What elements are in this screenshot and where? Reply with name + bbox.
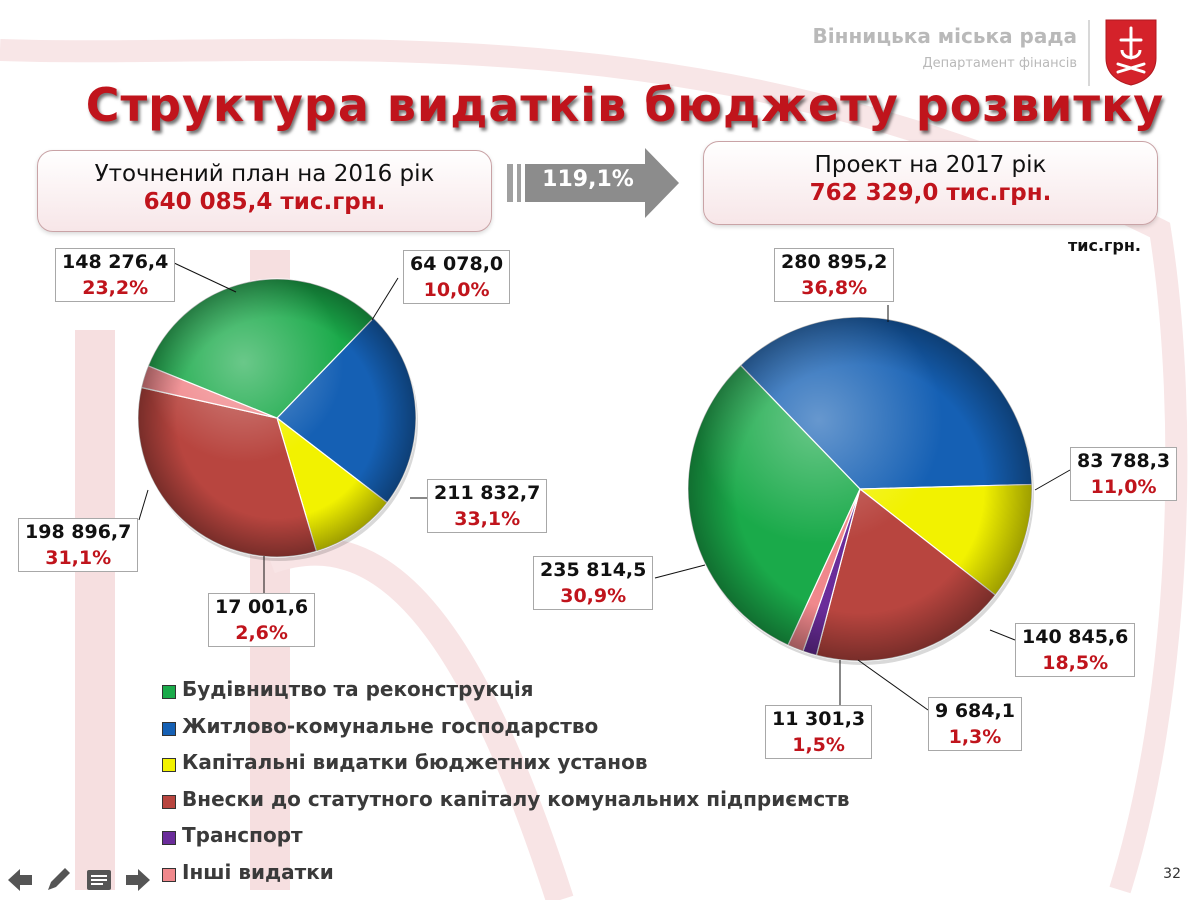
chart2-pct-capital: 11,0%	[1090, 476, 1157, 498]
chart1-label-capital: 64 078,0 10,0%	[403, 250, 511, 304]
chart1-leader-housing	[171, 261, 237, 293]
organization-name: Вінницька міська рада	[812, 24, 1077, 48]
chart1-value-housing: 148 276,4	[62, 251, 169, 273]
chart2-leader-transport	[857, 659, 929, 711]
chart1-label-other: 17 001,6 2,6%	[208, 593, 316, 647]
legend-label-other: Інші видатки	[182, 859, 334, 884]
chart2-pct-contributions: 18,5%	[1042, 652, 1109, 674]
arrow-left-icon[interactable]	[6, 866, 36, 894]
chart1-label-construction: 198 896,7 31,1%	[18, 518, 139, 572]
legend-label-capital: Капітальні видатки бюджетних установ	[182, 750, 648, 774]
menu-icon[interactable]	[84, 866, 114, 894]
chart1-leader-construction	[138, 489, 149, 521]
project-2017-box: Проект на 2017 рік 762 329,0 тис.грн.	[703, 141, 1158, 225]
chart1-value-capital: 64 078,0	[410, 253, 504, 275]
project-2017-label: Проект на 2017 рік	[814, 152, 1047, 178]
chart2-label-construction: 235 814,5 30,9%	[533, 556, 654, 610]
chart2-value-construction: 235 814,5	[540, 559, 647, 581]
chart1-value-construction: 198 896,7	[25, 521, 132, 543]
chart2-leader-contributions	[989, 629, 1016, 641]
legend-swatch-contributions	[162, 794, 176, 809]
chart2-leader-construction	[654, 564, 706, 579]
chart2-value-capital: 83 788,3	[1077, 450, 1171, 472]
chart1-label-housing: 148 276,4 23,2%	[55, 248, 176, 302]
chart1-hl-overlay	[138, 279, 416, 557]
legend-swatch-transport	[162, 831, 176, 845]
department-name: Департамент фінансів	[922, 56, 1077, 71]
chart1-pct-housing: 23,2%	[82, 277, 149, 299]
legend-label-contributions: Внески до статутного капіталу комунальни…	[182, 786, 850, 811]
chart2-value-transport: 9 684,1	[935, 700, 1015, 722]
header-divider	[1088, 20, 1090, 86]
chart1-pct-construction: 31,1%	[45, 547, 112, 569]
chart2-value-other: 11 301,3	[772, 708, 866, 730]
plan-2016-label: Уточнений план на 2016 рік	[94, 161, 435, 187]
chart2-hl-overlay	[688, 317, 1032, 661]
chart1-pct-contributions: 33,1%	[454, 508, 521, 530]
legend-swatch-other	[162, 867, 176, 882]
page-title: Структура видатків бюджету розвитку	[85, 78, 1165, 132]
chart1-label-contributions: 211 832,7 33,1%	[427, 479, 548, 533]
legend-label-transport: Транспорт	[182, 823, 303, 847]
legend-label-housing: Житлово-комунальне господарство	[182, 713, 599, 738]
chart2-pct-transport: 1,3%	[948, 726, 1002, 748]
chart1-leader-capital	[371, 277, 399, 321]
chart2-pct-housing: 36,8%	[801, 277, 868, 299]
legend-swatch-capital	[162, 758, 176, 772]
city-coat-of-arms-icon	[1105, 19, 1157, 86]
chart1-pct-other: 2,6%	[235, 622, 288, 644]
chart2-pct-construction: 30,9%	[560, 585, 627, 607]
chart2-label-other: 11 301,3 1,5%	[765, 705, 873, 759]
chart1-value-other: 17 001,6	[215, 596, 309, 618]
unit-note: тис.грн.	[1068, 236, 1141, 255]
chart2-label-transport: 9 684,1 1,3%	[928, 697, 1022, 751]
growth-arrow-icon	[507, 148, 679, 218]
chart2-value-contributions: 140 845,6	[1022, 626, 1129, 648]
page-number: 32	[1163, 866, 1181, 882]
legend-label-construction: Будівництво та реконструкція	[182, 677, 534, 701]
chart2-pct-other: 1,5%	[792, 734, 845, 756]
chart2-label-housing: 280 895,2 36,8%	[774, 248, 895, 302]
legend-swatch-housing	[162, 721, 176, 736]
chart1-pct-capital: 10,0%	[423, 279, 490, 301]
project-2017-total: 762 329,0 тис.грн.	[809, 180, 1052, 206]
growth-percent: 119,1%	[542, 167, 634, 192]
chart1-value-contributions: 211 832,7	[434, 482, 541, 504]
chart2-leader-capital	[1034, 469, 1071, 491]
pen-icon[interactable]	[44, 866, 74, 894]
chart2-label-capital: 83 788,3 11,0%	[1070, 447, 1178, 501]
legend-swatch-construction	[162, 685, 176, 699]
chart2-label-contributions: 140 845,6 18,5%	[1015, 623, 1136, 677]
plan-2016-total: 640 085,4 тис.грн.	[143, 189, 386, 215]
plan-2016-box: Уточнений план на 2016 рік 640 085,4 тис…	[37, 150, 492, 232]
chart2-value-housing: 280 895,2	[781, 251, 888, 273]
arrow-right-icon[interactable]	[122, 866, 152, 894]
